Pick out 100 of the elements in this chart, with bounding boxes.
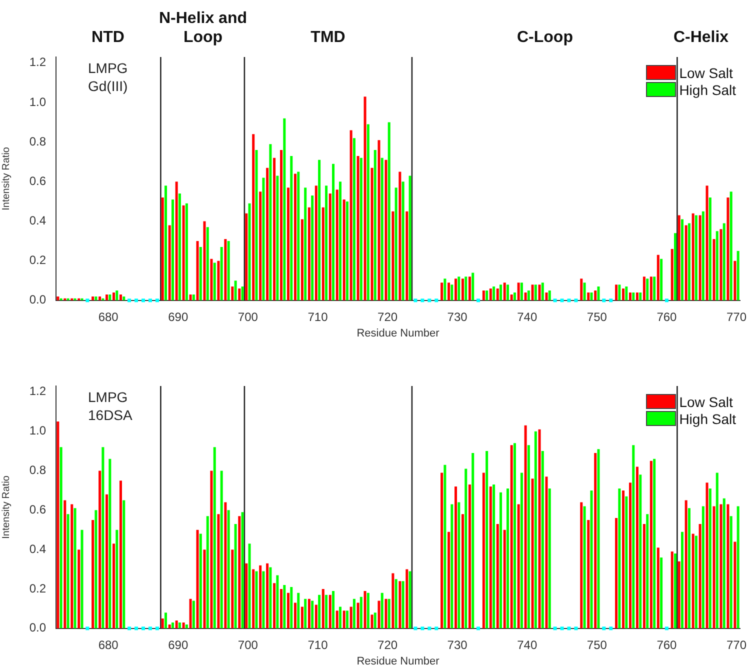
bar <box>178 622 181 628</box>
bar <box>708 488 712 628</box>
bar <box>531 284 534 300</box>
bar <box>220 470 223 628</box>
bar <box>656 254 660 300</box>
bar <box>297 592 300 628</box>
bar <box>670 552 674 628</box>
bar <box>615 284 618 300</box>
bar <box>524 292 527 300</box>
bar <box>245 563 248 628</box>
bar <box>338 606 342 628</box>
bar <box>66 514 70 628</box>
bar <box>527 290 530 300</box>
bar <box>734 260 736 300</box>
bar <box>720 504 722 628</box>
bar <box>196 241 199 300</box>
bar <box>94 510 98 628</box>
bar <box>580 502 583 628</box>
bar <box>374 150 376 300</box>
bar <box>308 598 310 628</box>
bar <box>628 482 632 628</box>
bar <box>161 198 164 300</box>
bar <box>175 620 178 628</box>
bar <box>622 288 625 300</box>
bar <box>210 470 213 628</box>
bar <box>692 213 694 300</box>
bar <box>203 221 206 300</box>
x-tick-label: 700 <box>238 310 258 324</box>
bar <box>227 510 230 628</box>
x-axis-title: Residue Number <box>356 327 440 340</box>
bar <box>726 504 730 628</box>
y-tick-label: 1.2 <box>29 384 46 398</box>
bar <box>448 532 450 628</box>
bar <box>454 486 458 628</box>
y-tick-label: 0.4 <box>29 542 46 556</box>
bar <box>653 276 656 300</box>
bar <box>534 431 537 628</box>
bar <box>231 550 234 628</box>
bar <box>294 602 296 628</box>
y-tick-label: 0.2 <box>29 581 46 596</box>
bar <box>332 164 335 300</box>
bar <box>482 472 485 628</box>
bar <box>122 500 126 628</box>
bar <box>356 602 360 628</box>
legend-label: Low Salt <box>679 394 733 410</box>
bar <box>192 294 195 300</box>
bar <box>346 201 348 300</box>
bar <box>171 622 174 628</box>
x-axis-title: Residue Number <box>356 655 440 668</box>
bar <box>64 500 66 628</box>
bar <box>297 172 300 300</box>
bar <box>74 508 76 628</box>
bar <box>231 286 234 300</box>
bar <box>722 498 726 628</box>
bar <box>273 583 276 628</box>
bar <box>653 458 656 628</box>
bar <box>712 506 716 628</box>
bar <box>472 453 474 628</box>
x-tick-label: 710 <box>308 638 328 652</box>
bar <box>712 239 716 300</box>
bar <box>164 186 168 300</box>
bar <box>332 590 335 628</box>
bar <box>632 292 635 300</box>
text: LMPG 16DSA <box>88 388 134 424</box>
bar <box>632 445 635 628</box>
bar <box>294 174 296 300</box>
bar <box>318 160 321 300</box>
bar <box>300 606 304 628</box>
bar <box>706 482 708 628</box>
bar <box>392 573 394 628</box>
bar <box>283 118 286 300</box>
bar <box>224 502 227 628</box>
bar <box>116 530 118 628</box>
bar <box>520 282 523 300</box>
bar <box>513 292 516 300</box>
bar <box>680 219 684 300</box>
bar <box>392 211 394 300</box>
bar <box>650 276 652 300</box>
bar <box>639 292 642 300</box>
bar <box>531 478 534 628</box>
bar <box>730 516 732 628</box>
bar <box>646 514 649 628</box>
bar <box>468 484 471 628</box>
bar <box>269 567 272 628</box>
bar <box>688 223 690 300</box>
bar <box>636 292 638 300</box>
bar <box>266 168 269 300</box>
bar <box>366 124 370 300</box>
y-tick-label: 0.0 <box>29 620 46 635</box>
bar <box>252 134 255 300</box>
bar <box>78 550 80 628</box>
bar <box>398 581 402 628</box>
bar <box>192 600 195 628</box>
y-tick-label: 0.6 <box>29 174 46 188</box>
y-tick-label: 0.6 <box>29 502 46 516</box>
text: C-Helix <box>672 28 730 47</box>
bar <box>702 506 704 628</box>
bar <box>454 278 458 300</box>
bar <box>698 215 702 300</box>
bar <box>276 176 279 300</box>
